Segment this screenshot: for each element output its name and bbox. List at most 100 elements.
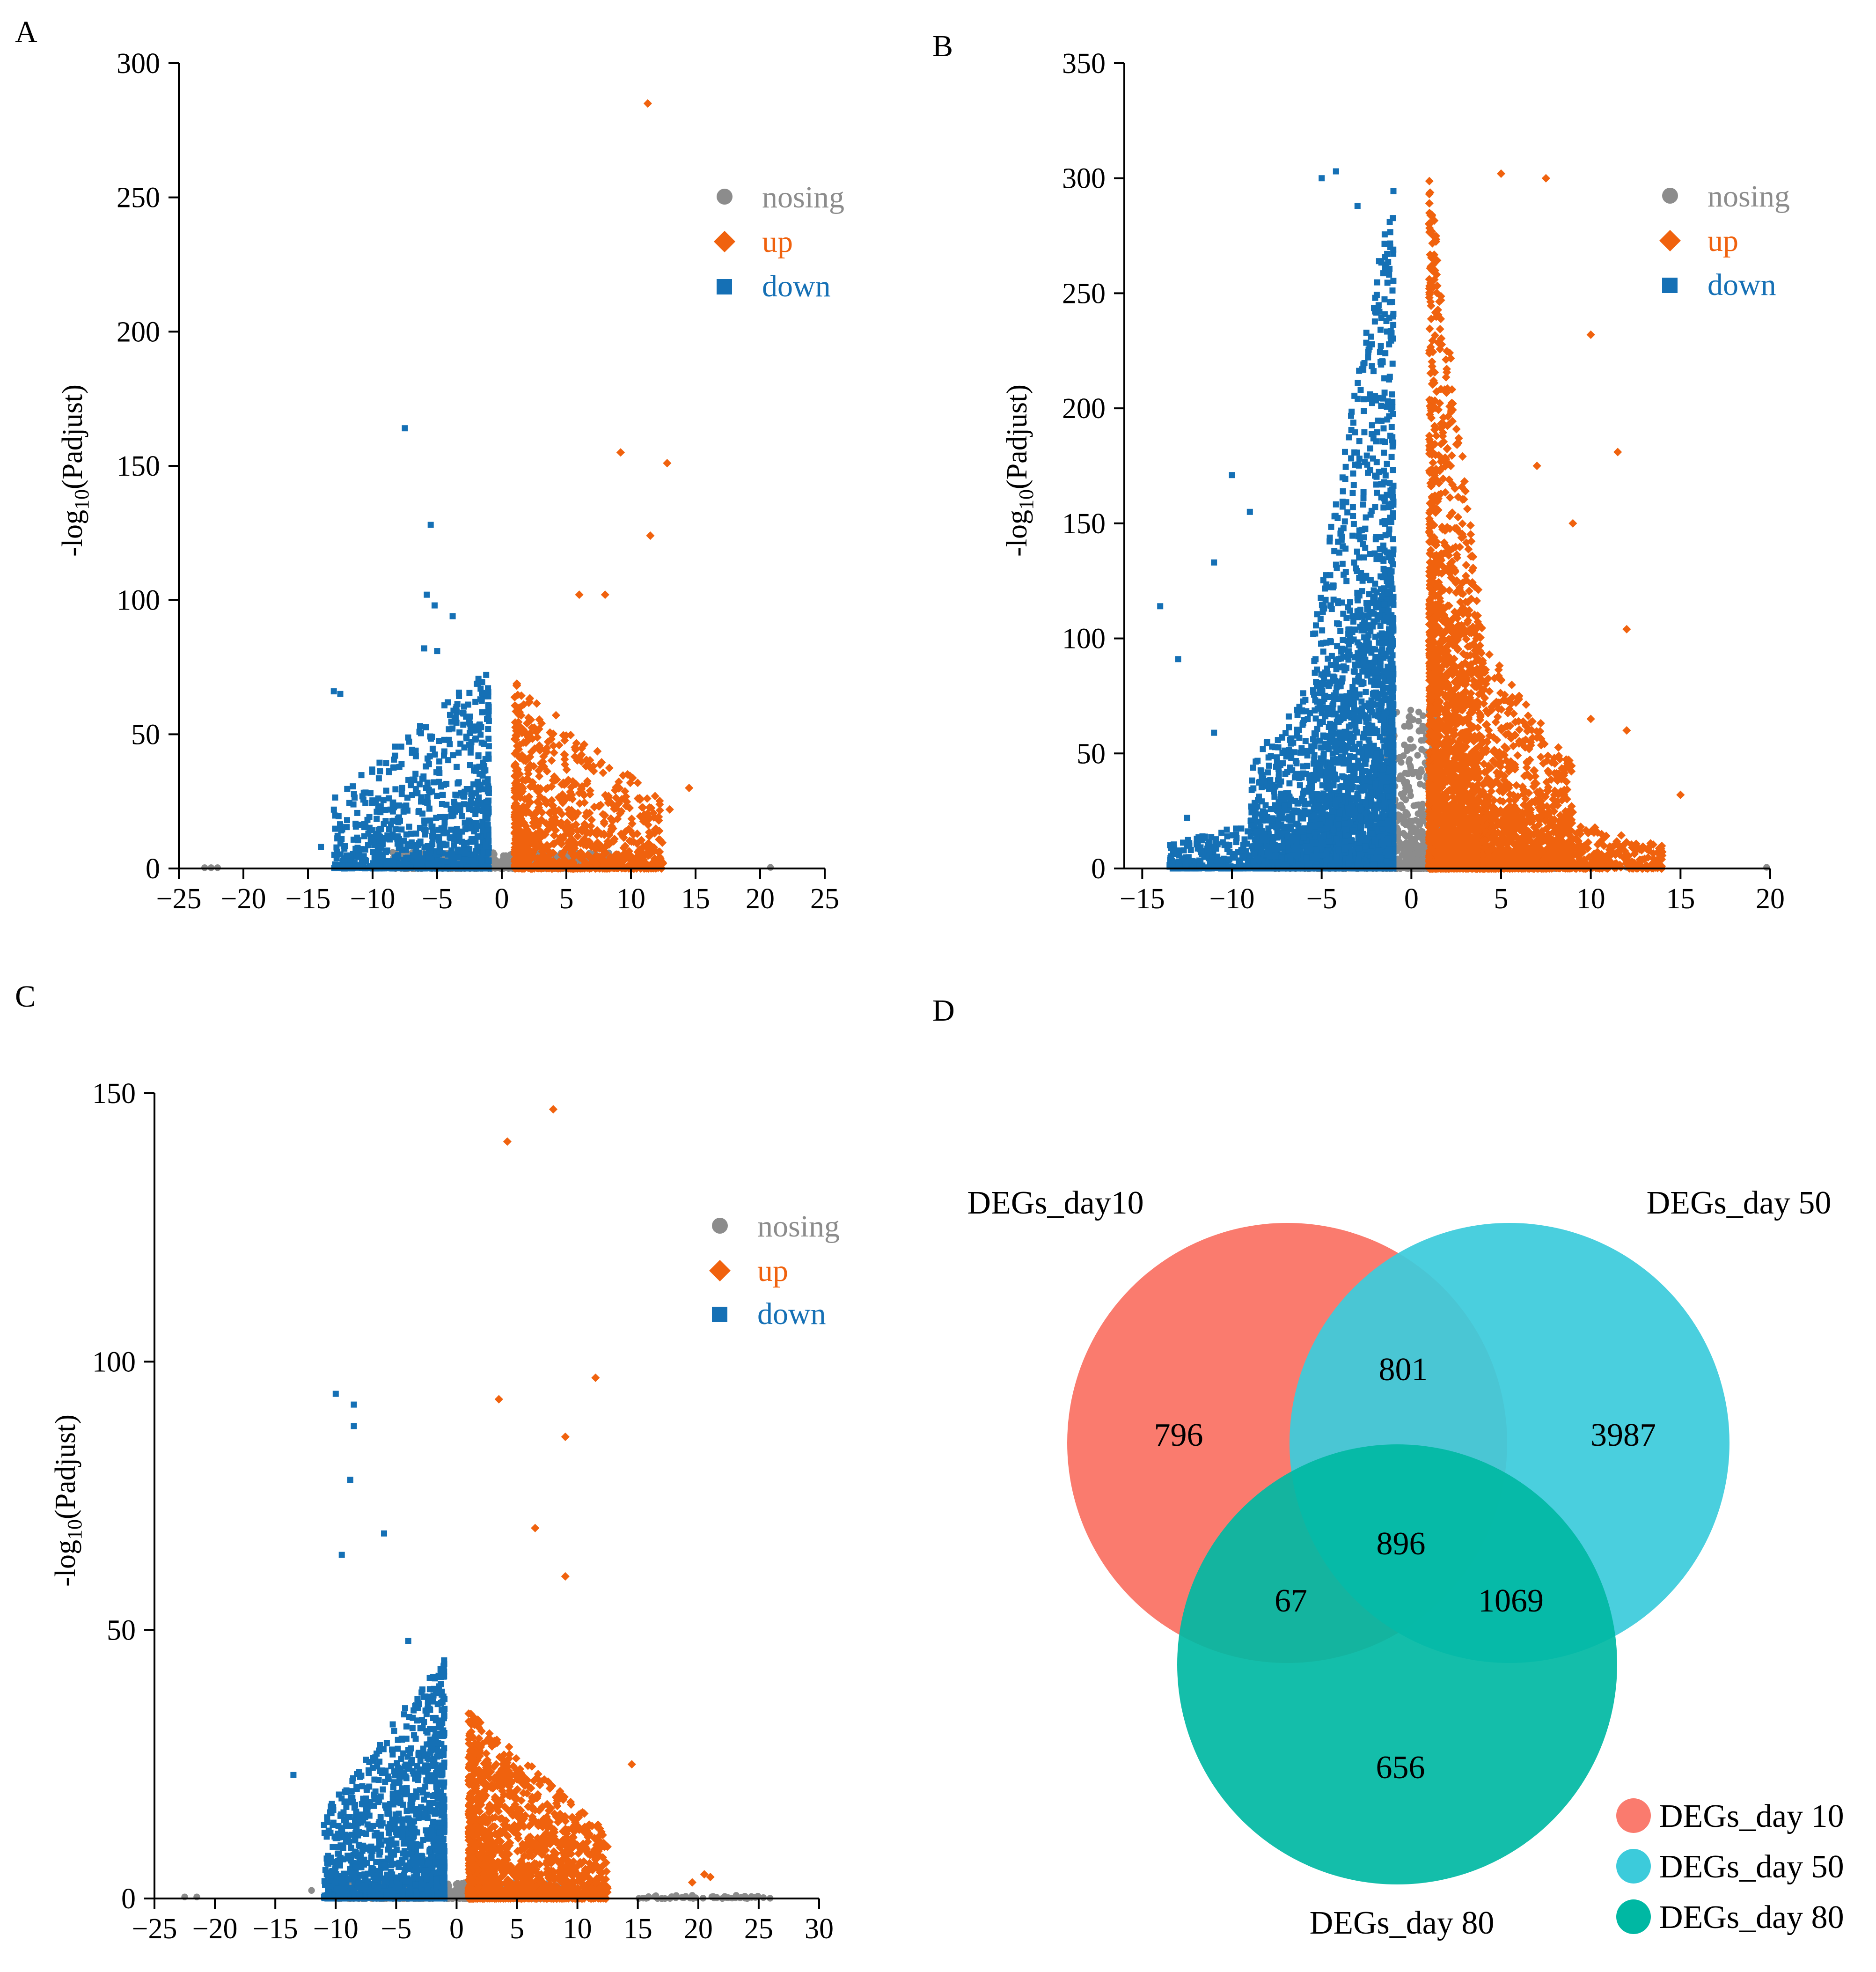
data-point-up bbox=[663, 459, 672, 468]
data-point-down bbox=[392, 786, 399, 793]
legend-a: nosing up down bbox=[714, 180, 844, 303]
data-point-down bbox=[473, 767, 479, 774]
y-tick-label: 150 bbox=[117, 450, 160, 482]
data-point-up bbox=[1445, 586, 1454, 595]
data-point-down bbox=[484, 821, 491, 828]
data-point-up bbox=[599, 768, 608, 777]
data-point-down bbox=[398, 826, 405, 833]
data-point-down bbox=[386, 836, 393, 843]
data-point-down bbox=[426, 753, 433, 759]
data-point-down bbox=[402, 425, 408, 432]
data-point-down bbox=[448, 813, 455, 819]
data-point-down bbox=[459, 839, 465, 845]
data-point-down bbox=[447, 835, 454, 841]
data-point-down bbox=[478, 858, 485, 864]
data-point-nosing bbox=[1416, 822, 1423, 829]
data-point-down bbox=[361, 833, 367, 839]
data-point-down bbox=[377, 826, 383, 832]
data-point-up bbox=[1436, 324, 1444, 334]
data-point-down bbox=[482, 767, 489, 773]
data-point-down bbox=[436, 738, 442, 744]
data-point-down bbox=[419, 857, 425, 863]
data-point-down bbox=[465, 817, 472, 824]
data-point-down bbox=[466, 802, 472, 808]
data-point-down bbox=[332, 825, 338, 832]
data-point-down bbox=[440, 781, 447, 788]
data-point-down bbox=[398, 743, 404, 750]
data-point-down bbox=[460, 847, 466, 854]
data-point-down bbox=[446, 726, 452, 733]
data-point-down bbox=[459, 813, 465, 819]
data-point-up bbox=[627, 814, 636, 823]
data-point-up bbox=[560, 751, 569, 759]
data-point-down bbox=[350, 801, 357, 808]
x-tick-label: −5 bbox=[422, 883, 453, 915]
legend-a-nosing-marker bbox=[717, 189, 733, 205]
y-tick-label: 300 bbox=[117, 48, 160, 80]
data-point-up bbox=[638, 803, 647, 812]
data-point-up bbox=[1458, 452, 1467, 461]
data-point-up bbox=[1466, 521, 1475, 530]
data-point-down bbox=[417, 839, 424, 845]
data-point-down bbox=[467, 714, 473, 720]
data-point-down bbox=[412, 753, 419, 759]
data-point-down bbox=[392, 826, 399, 832]
data-point-down bbox=[452, 791, 459, 798]
panel-letter-d: D bbox=[932, 993, 955, 1028]
data-point-down bbox=[367, 790, 374, 796]
data-point-down bbox=[390, 765, 396, 771]
data-point-up bbox=[605, 764, 614, 773]
data-point-up bbox=[550, 748, 558, 757]
data-point-down bbox=[479, 709, 485, 715]
data-point-down bbox=[429, 823, 436, 830]
data-point-down bbox=[461, 744, 468, 751]
x-tick-label: −20 bbox=[221, 883, 266, 915]
data-point-down bbox=[440, 840, 446, 847]
data-point-down bbox=[398, 761, 405, 767]
data-point-nosing bbox=[767, 864, 774, 871]
data-point-down bbox=[352, 820, 359, 827]
data-point-down bbox=[352, 795, 358, 801]
data-point-down bbox=[449, 613, 456, 619]
data-point-down bbox=[359, 846, 365, 853]
data-point-up bbox=[616, 448, 625, 457]
data-point-down bbox=[354, 809, 360, 816]
data-point-down bbox=[337, 691, 344, 697]
data-point-down bbox=[451, 842, 457, 849]
data-point-down bbox=[380, 797, 387, 803]
data-point-nosing bbox=[1408, 745, 1415, 752]
data-point-down bbox=[333, 855, 340, 861]
panel-letter-b: B bbox=[932, 29, 953, 63]
data-point-down bbox=[429, 833, 436, 839]
data-point-down bbox=[416, 808, 422, 814]
data-point-down bbox=[484, 708, 491, 715]
volcano-plot-a: −25 −20 −15 −10 −5 0 5 10 15 20 250501001502002503… bbox=[57, 48, 844, 915]
data-point-down bbox=[417, 723, 423, 729]
data-point-down bbox=[342, 843, 348, 849]
x-tick-label: −10 bbox=[350, 883, 396, 915]
data-point-down bbox=[424, 780, 431, 786]
data-point-down bbox=[394, 853, 400, 860]
data-point-down bbox=[406, 824, 412, 830]
x-tick-label: 20 bbox=[746, 883, 775, 915]
data-point-nosing bbox=[1763, 864, 1770, 871]
data-point-up bbox=[1464, 545, 1473, 554]
data-point-down bbox=[389, 818, 396, 824]
data-point-down bbox=[426, 789, 433, 795]
x-tick-label: 5 bbox=[559, 883, 574, 915]
data-point-nosing bbox=[1414, 752, 1421, 759]
data-point-down bbox=[485, 689, 491, 695]
data-point-nosing bbox=[502, 852, 509, 859]
data-point-down bbox=[440, 792, 446, 798]
data-point-down bbox=[470, 781, 477, 787]
data-point-down bbox=[412, 771, 419, 777]
y-tick-label: 50 bbox=[131, 719, 160, 751]
data-point-down bbox=[407, 843, 413, 850]
data-point-down bbox=[369, 766, 375, 773]
data-point-down bbox=[470, 727, 477, 734]
data-point-down bbox=[410, 776, 416, 783]
data-point-nosing bbox=[1400, 752, 1407, 759]
x-tick-label: 0 bbox=[495, 883, 509, 915]
data-point-down bbox=[454, 826, 460, 832]
